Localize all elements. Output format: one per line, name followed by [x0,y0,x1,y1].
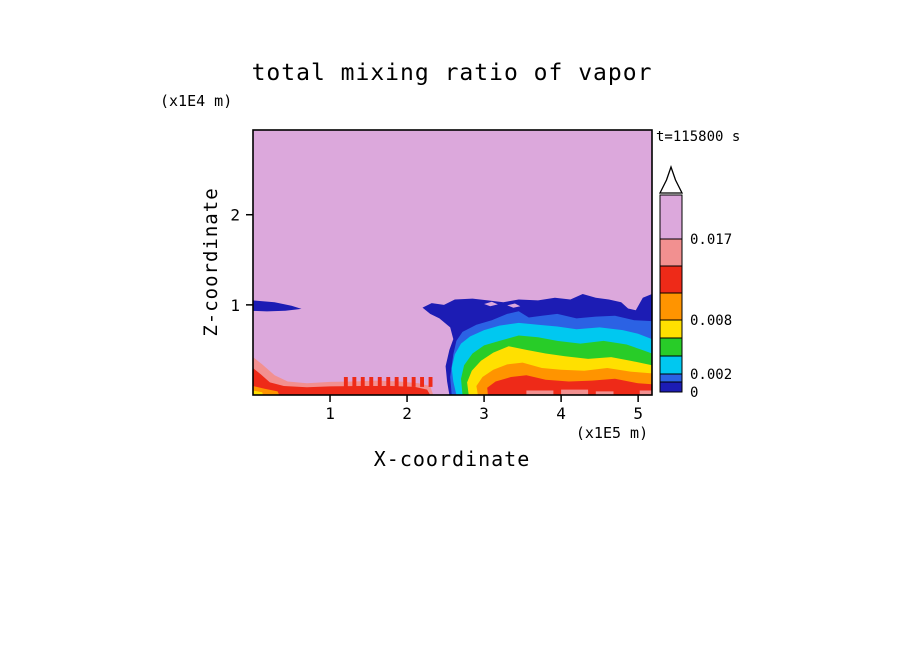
contour-striation [377,377,382,387]
contour-striation [420,377,424,387]
contour-striation [360,377,365,387]
contour-region-yellow [253,390,263,395]
contour-region-red [253,368,431,395]
colorbar-segment [659,381,683,393]
colorbar-segment [659,373,683,383]
contour-region-red [487,375,652,395]
x-axis-label: X-coordinate [373,447,531,471]
timestamp-label: t=115800 s [656,129,741,145]
chart-title: total mixing ratio of vapor [251,60,653,86]
contour-region-salmon [595,391,614,395]
colorbar-segment [659,265,683,294]
colorbar-segment [659,194,683,240]
x-tick-label: 5 [633,404,643,423]
colorbar-segment [659,355,683,375]
contour-region-darkblue [253,300,302,312]
contour-striation [386,377,391,387]
contour-striation [394,377,399,387]
y-tick-label: 1 [230,296,240,315]
y-axis-label: Z-coordinate [200,187,222,337]
contour-striation [411,377,416,387]
contour-region-salmon [526,390,554,395]
contour-striation [352,377,357,387]
x-tick-label: 4 [556,404,566,423]
colorbar-label: 0.008 [690,313,732,329]
contour-striation [428,377,433,387]
colorbar-segment [659,319,683,339]
contour-region-salmon [639,390,652,395]
y-tick-label: 2 [230,206,240,225]
contour-region-plum [507,303,521,308]
x-tick-label: 2 [402,404,412,423]
contour-striation [343,377,348,387]
x-tick-label: 3 [479,404,489,423]
contour-region-salmon [561,389,589,395]
plot-frame [252,129,653,396]
colorbar-arrow-icon [658,165,684,194]
contour-region-plum [484,301,498,307]
colorbar-segment [659,238,683,267]
contour-striation [369,377,374,387]
colorbar-label: 0.017 [690,232,732,248]
colorbar-label: 0.002 [690,367,732,383]
contour-striation [403,377,408,387]
colorbar-segment [659,292,683,321]
colorbar-segment [659,337,683,357]
y-axis-unit: (x1E4 m) [160,92,233,110]
colorbar-label: 0 [690,385,698,401]
x-tick-label: 1 [325,404,335,423]
x-axis-unit: (x1E5 m) [575,424,649,442]
